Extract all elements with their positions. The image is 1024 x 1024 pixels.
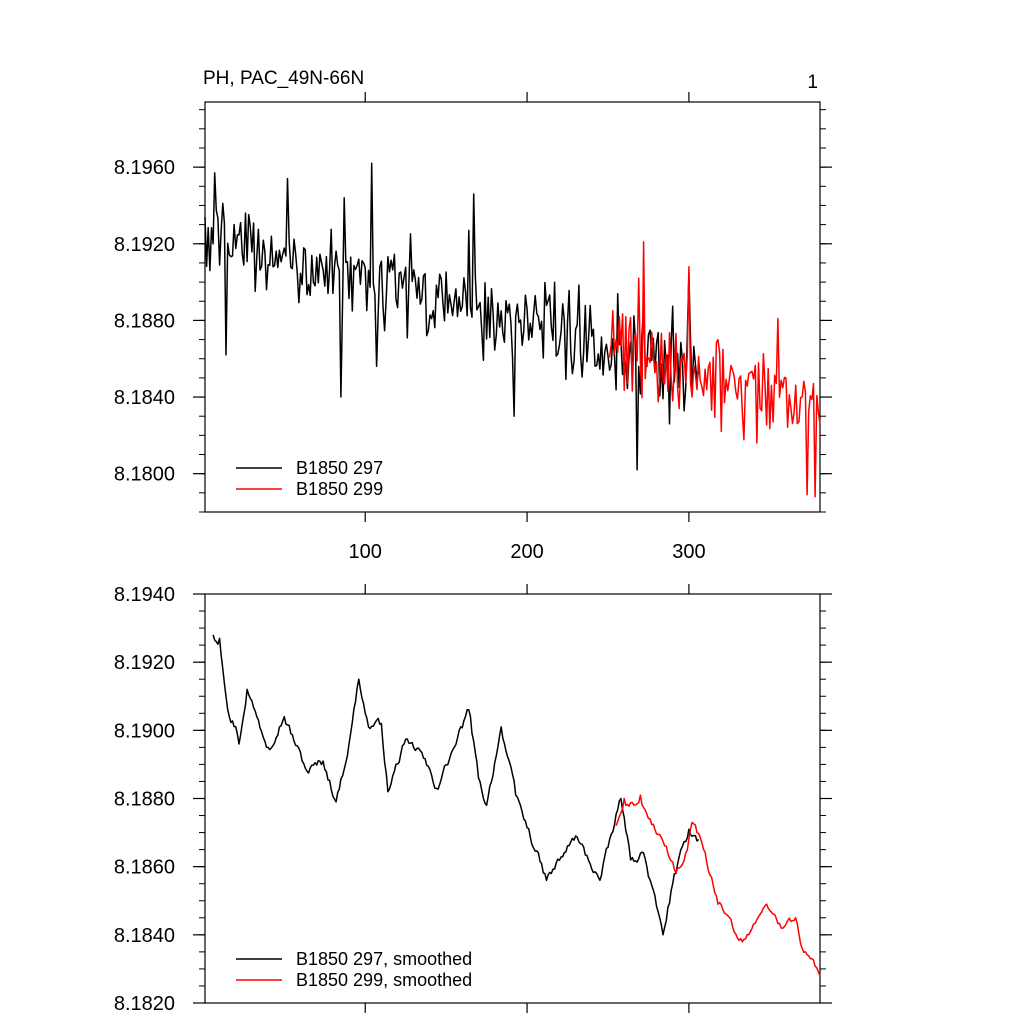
- series-line-1: [212, 634, 700, 936]
- plot-frame: [204, 593, 821, 1004]
- y-tick-label: 8.1960: [114, 157, 175, 179]
- y-tick-label: 8.1940: [114, 584, 175, 606]
- series-line-2: [607, 241, 821, 498]
- x-tick-label: 100: [349, 541, 382, 563]
- y-tick-label: 8.1840: [114, 387, 175, 409]
- panel-number: 1: [807, 72, 818, 93]
- series-line-2: [615, 794, 821, 976]
- top-panel: 8.1960 8.1920 8.1880 8.1840 8.1800 100 200 300 P…: [114, 68, 832, 563]
- legend-label-2: B1850 299: [296, 479, 383, 499]
- y-tick-label: 8.1920: [114, 652, 175, 674]
- y-tick-label: 8.1860: [114, 857, 175, 879]
- y-tick-label: 8.1920: [114, 234, 175, 256]
- chart-title: PH, PAC_49N-66N: [203, 68, 364, 89]
- x-tick-label: 200: [510, 541, 543, 563]
- legend-label-1: B1850 297, smoothed: [296, 949, 472, 969]
- plot-frame: [204, 101, 821, 513]
- y-tick-label: 8.1800: [114, 464, 175, 486]
- legend-label-1: B1850 297: [296, 458, 383, 478]
- y-tick-label: 8.1880: [114, 310, 175, 332]
- series-line-1: [204, 162, 700, 471]
- bottom-panel: 8.1940 8.1920 8.1900 8.1880 8.1860 8.1840 8.18…: [114, 584, 832, 1015]
- y-tick-label: 8.1900: [114, 720, 175, 742]
- y-tick-label: 8.1840: [114, 925, 175, 947]
- x-tick-label: 300: [672, 541, 705, 563]
- y-tick-label: 8.1820: [114, 993, 175, 1015]
- y-tick-label: 8.1880: [114, 789, 175, 811]
- legend-label-2: B1850 299, smoothed: [296, 970, 472, 990]
